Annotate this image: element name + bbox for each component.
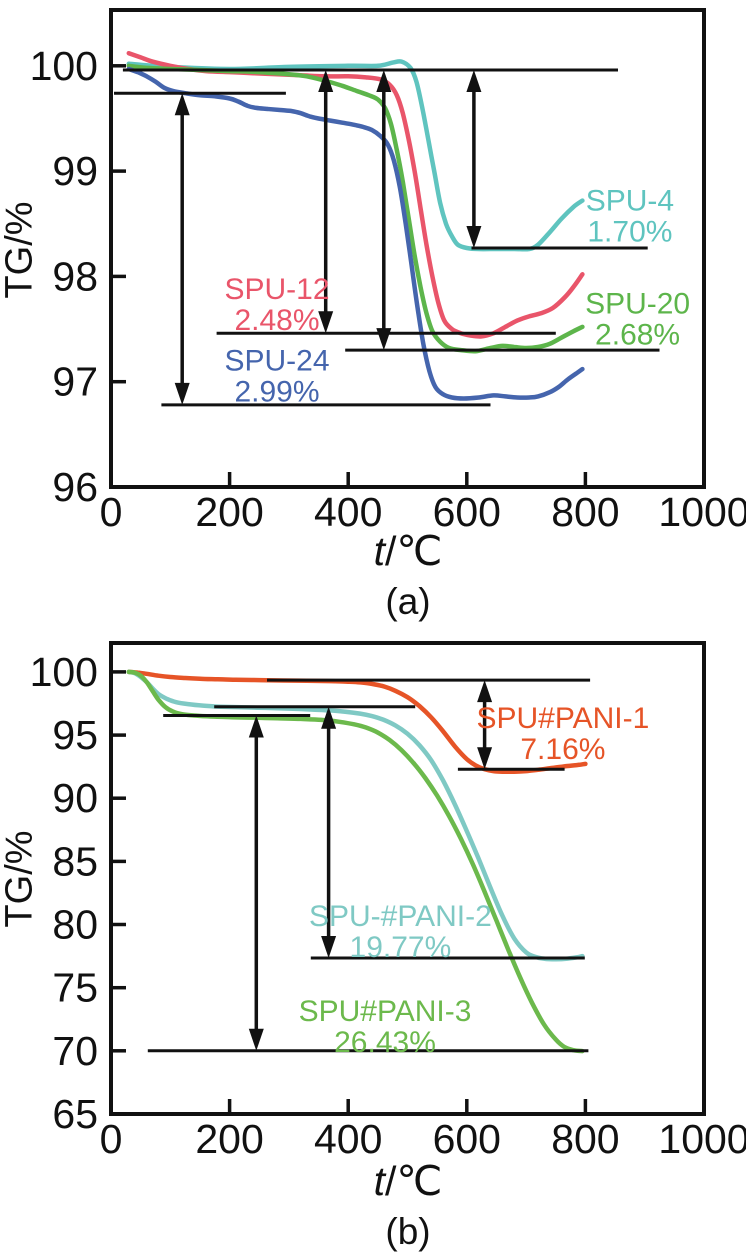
x-tick-label: 0 <box>100 1116 123 1162</box>
series-label-line: 1.70% <box>587 216 672 249</box>
y-tick-label: 75 <box>52 965 98 1011</box>
panel-a-caption: (a) <box>385 581 431 622</box>
y-axis-a: 96 97 98 99 100 <box>30 43 126 510</box>
series-label-line: SPU#PANI-3 <box>299 995 472 1028</box>
x-tick-label: 600 <box>433 1116 501 1162</box>
series-label-line: SPU#PANI-1 <box>476 702 649 735</box>
mass-loss-arrow-b-0 <box>248 715 264 1051</box>
y-tick-label: 96 <box>52 464 98 510</box>
y-axis-label-b: TG/% <box>0 830 41 928</box>
x-tick-label: 400 <box>314 1116 382 1162</box>
series-label-line: 2.99% <box>234 376 319 409</box>
x-axis-label-a: t/℃ <box>374 527 443 575</box>
series-label-line: SPU-20 <box>585 288 690 321</box>
x-tick-label: 200 <box>195 489 263 535</box>
series-label-spu-pani-3: SPU#PANI-326.43% <box>299 995 472 1059</box>
mass-loss-arrow-a-2 <box>376 70 392 351</box>
curves-b <box>126 669 588 1054</box>
x-axis-label-a-unit: /℃ <box>384 528 443 574</box>
x-tick-label: 200 <box>195 1116 263 1162</box>
y-tick-label: 97 <box>52 359 98 405</box>
series-label-line: SPU-4 <box>586 185 674 218</box>
y-tick-label: 100 <box>30 43 98 89</box>
x-axis-label-b-symbol: t <box>373 1158 385 1204</box>
mass-loss-arrow-b-2 <box>477 680 493 770</box>
curve-spu-24 <box>126 66 585 401</box>
series-label-spu-20: SPU-202.68% <box>585 288 690 352</box>
y-tick-label: 90 <box>52 775 98 821</box>
y-axis-label-a: TG/% <box>0 201 41 299</box>
x-axis-label-b-unit: /℃ <box>384 1158 443 1204</box>
x-axis-label-a-symbol: t <box>373 528 385 574</box>
y-axis-b: 65 70 75 80 85 90 95 100 <box>30 649 126 1137</box>
plot-frame-b <box>109 641 706 1116</box>
x-tick-label: 1000 <box>658 1116 746 1162</box>
series-label-line: SPU-12 <box>224 273 329 306</box>
y-tick-label: 100 <box>30 649 98 695</box>
curves-a <box>126 50 585 401</box>
series-label-line: 2.68% <box>595 319 680 352</box>
x-axis-a: 0 200 400 600 800 1000 <box>100 472 746 535</box>
x-tick-label: 800 <box>551 489 619 535</box>
x-tick-label: 600 <box>433 489 501 535</box>
series-label-line: 19.77% <box>350 931 452 964</box>
curve-spu-pani-3 <box>126 669 585 1054</box>
y-tick-label: 85 <box>52 838 98 884</box>
x-tick-label: 0 <box>100 489 123 535</box>
curve-spu-20 <box>126 63 585 354</box>
curve-spu-pani-1 <box>126 669 588 775</box>
x-tick-label: 400 <box>314 489 382 535</box>
x-axis-b: 0 200 400 600 800 1000 <box>100 1099 746 1162</box>
panel-b-caption: (b) <box>385 1211 431 1252</box>
series-label-line: SPU-#PANI-2 <box>309 900 492 933</box>
series-label-spu-pani-2: SPU-#PANI-219.77% <box>309 900 492 964</box>
series-label-spu-4: SPU-41.70% <box>586 185 674 249</box>
plot-frame-a <box>109 8 706 489</box>
mass-loss-arrow-a-1 <box>318 70 334 334</box>
x-tick-label: 800 <box>551 1116 619 1162</box>
y-tick-label: 99 <box>52 148 98 194</box>
y-tick-label: 98 <box>52 253 98 299</box>
curve-spu-pani-2 <box>126 669 585 962</box>
series-label-line: SPU-24 <box>224 345 329 378</box>
mass-loss-arrow-a-0 <box>174 93 190 405</box>
series-label-spu-12: SPU-122.48% <box>224 273 329 337</box>
x-axis-label-b: t/℃ <box>374 1157 443 1205</box>
y-tick-label: 80 <box>52 902 98 948</box>
series-label-line: 26.43% <box>334 1026 436 1059</box>
y-tick-label: 65 <box>52 1091 98 1137</box>
mass-loss-arrow-a-3 <box>466 70 482 248</box>
mass-loss-arrow-b-1 <box>321 706 337 958</box>
panel-b-chart: 0 200 400 600 800 1000 65 70 75 80 85 90 95 100 SPU#PA… <box>30 641 746 1162</box>
x-tick-label: 1000 <box>658 489 746 535</box>
series-label-line: 7.16% <box>520 733 605 766</box>
y-tick-label: 70 <box>52 1028 98 1074</box>
series-label-line: 2.48% <box>234 304 319 337</box>
series-label-spu-pani-1: SPU#PANI-17.16% <box>476 702 649 766</box>
panel-a-chart: 0 200 400 600 800 100096979899100SPU-122.48%S… <box>30 8 746 535</box>
series-label-spu-24: SPU-242.99% <box>224 345 329 409</box>
y-tick-label: 95 <box>52 712 98 758</box>
